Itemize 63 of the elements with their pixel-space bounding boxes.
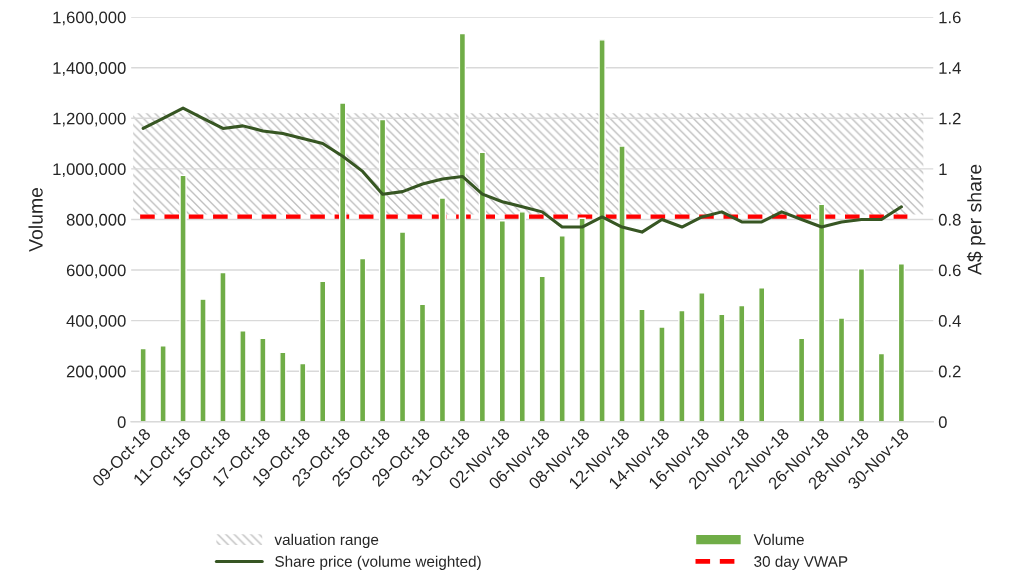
y-tick-label: 1,000,000 xyxy=(53,163,126,178)
bar xyxy=(498,220,507,422)
bar xyxy=(338,102,347,422)
bar xyxy=(518,211,526,422)
legend-label: 30 day VWAP xyxy=(754,555,848,570)
bar xyxy=(398,231,407,422)
legend-label: Share price (volume weighted) xyxy=(275,555,481,570)
bar xyxy=(877,352,886,422)
y-tick-label: 600,000 xyxy=(66,264,126,279)
bar xyxy=(279,351,287,422)
bar xyxy=(299,362,307,422)
bar xyxy=(319,280,327,422)
bar xyxy=(738,304,746,422)
bar xyxy=(638,308,646,422)
bar xyxy=(797,337,806,422)
y-axis-title: Volume xyxy=(28,187,43,252)
y2-tick-label: 0 xyxy=(938,416,947,428)
bar xyxy=(658,326,666,422)
y-tick-label: 0 xyxy=(117,416,126,428)
bar xyxy=(558,235,566,422)
y2-tick-label: 0.2 xyxy=(938,365,961,378)
bar xyxy=(159,345,167,422)
bar xyxy=(239,330,247,422)
legend-label: Volume xyxy=(753,533,804,546)
bar xyxy=(897,263,906,422)
bar xyxy=(698,292,706,422)
y2-tick-label: 1 xyxy=(939,163,947,175)
bar xyxy=(458,32,467,422)
y-tick-label: 800,000 xyxy=(66,213,126,228)
bar xyxy=(817,203,826,422)
bar xyxy=(718,313,726,422)
bar xyxy=(219,271,227,422)
y2-tick-label: 1.2 xyxy=(939,112,961,125)
y2-tick-label: 0.8 xyxy=(938,213,961,226)
y2-axis-title: A$ per share xyxy=(966,164,986,276)
y2-tick-label: 1.4 xyxy=(939,62,961,74)
y-tick-label: 1,200,000 xyxy=(53,112,126,127)
y2-tick-label: 1.6 xyxy=(939,11,961,24)
bar xyxy=(378,118,387,422)
bar xyxy=(837,317,846,422)
legend-label: valuation range xyxy=(274,533,379,549)
bar xyxy=(478,151,487,422)
bar xyxy=(857,268,866,422)
bar xyxy=(578,217,586,422)
bar xyxy=(618,145,626,422)
y-tick-label: 1,400,000 xyxy=(53,62,126,76)
bar xyxy=(358,257,367,422)
y-tick-label: 1,600,000 xyxy=(53,11,126,26)
y2-tick-label: 0.6 xyxy=(938,264,961,277)
bar xyxy=(538,275,546,422)
bar xyxy=(199,298,207,422)
bar xyxy=(758,287,766,422)
bar xyxy=(139,347,147,422)
y-tick-label: 200,000 xyxy=(66,365,126,380)
bar xyxy=(179,174,187,422)
bar xyxy=(418,303,427,422)
y-tick-label: 400,000 xyxy=(66,315,126,329)
y2-tick-label: 0.4 xyxy=(938,315,961,327)
bar xyxy=(598,39,606,422)
bar xyxy=(438,197,447,422)
line-series xyxy=(141,106,903,234)
bar xyxy=(678,309,686,422)
bar xyxy=(259,337,267,422)
